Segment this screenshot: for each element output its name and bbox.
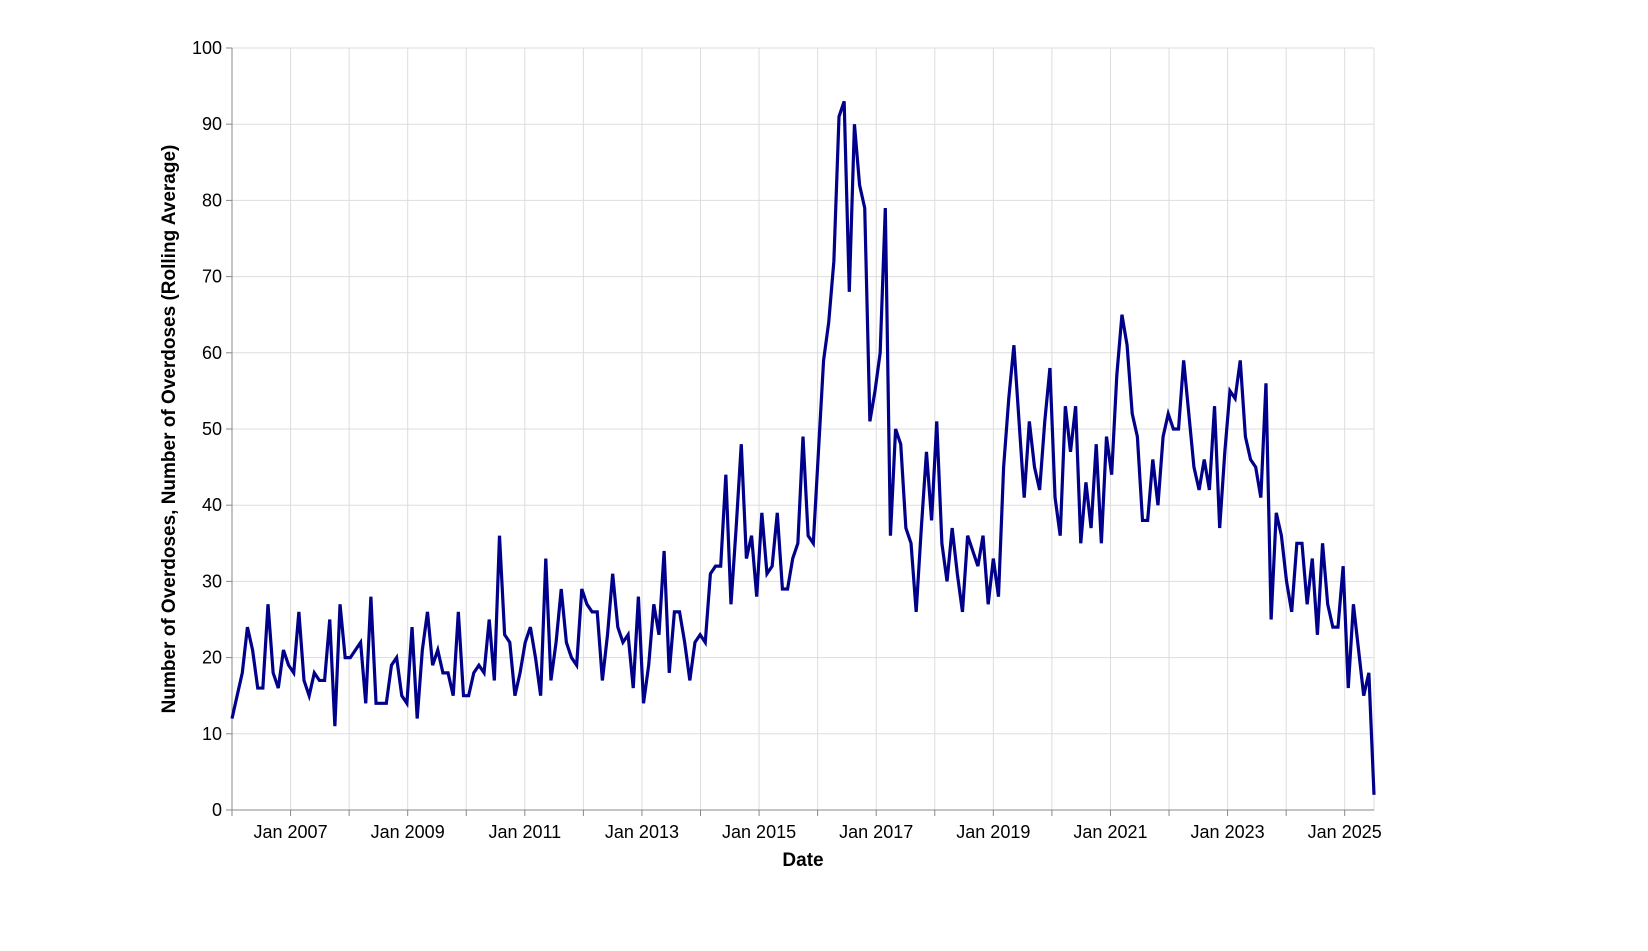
y-tick-label: 0 xyxy=(212,800,222,820)
y-tick-label: 50 xyxy=(202,419,222,439)
y-tick-label: 60 xyxy=(202,343,222,363)
x-tick-label: Jan 2015 xyxy=(722,822,796,842)
x-axis-title: Date xyxy=(782,850,823,871)
y-axis-title: Number of Overdoses, Number of Overdoses… xyxy=(159,145,180,714)
x-tick-label: Jan 2025 xyxy=(1308,822,1382,842)
x-tick-label: Jan 2017 xyxy=(839,822,913,842)
y-tick-label: 70 xyxy=(202,267,222,287)
axes: 0 10 20 30 40 50 60 70 80 90 100 Jan 2007 Jan 2009 Ja… xyxy=(192,38,1382,842)
y-tick-label: 10 xyxy=(202,724,222,744)
y-tick-label: 30 xyxy=(202,571,222,591)
x-tick-label: Jan 2009 xyxy=(371,822,445,842)
x-tick-label: Jan 2013 xyxy=(605,822,679,842)
x-tick-label: Jan 2019 xyxy=(956,822,1030,842)
x-tick-label: Jan 2023 xyxy=(1191,822,1265,842)
x-tick-label: Jan 2007 xyxy=(254,822,328,842)
y-tick-label: 80 xyxy=(202,190,222,210)
series-line-0 xyxy=(230,100,1376,795)
y-tick-label: 40 xyxy=(202,495,222,515)
x-tick-label: Jan 2021 xyxy=(1073,822,1147,842)
y-tick-label: 100 xyxy=(192,38,222,58)
x-tick-label: Jan 2011 xyxy=(488,822,561,842)
y-tick-label: 90 xyxy=(202,114,222,134)
y-tick-label: 20 xyxy=(202,648,222,668)
series-layer xyxy=(230,100,1376,795)
